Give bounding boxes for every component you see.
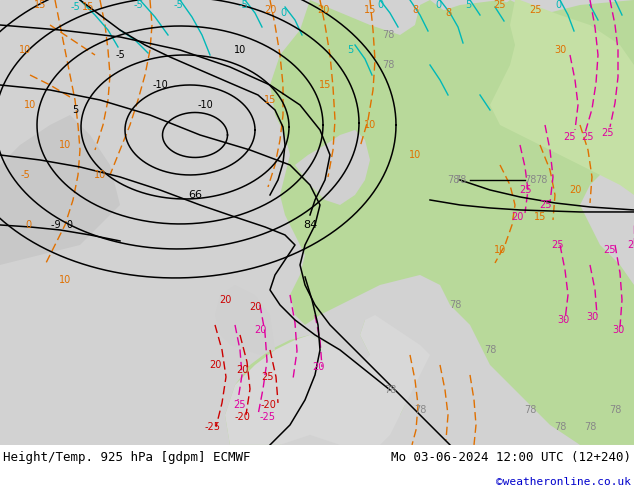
Text: 10: 10 [409, 150, 421, 160]
Text: ©weatheronline.co.uk: ©weatheronline.co.uk [496, 477, 631, 487]
Text: 25: 25 [519, 185, 531, 195]
Text: 20: 20 [219, 295, 231, 305]
Text: 78: 78 [609, 405, 621, 415]
Text: Height/Temp. 925 hPa [gdpm] ECMWF: Height/Temp. 925 hPa [gdpm] ECMWF [3, 451, 250, 464]
Text: 25: 25 [604, 245, 616, 255]
Text: 25: 25 [494, 0, 507, 10]
Text: 78: 78 [448, 175, 460, 185]
Text: 78: 78 [449, 300, 461, 310]
Polygon shape [0, 115, 120, 265]
Text: 15: 15 [264, 95, 276, 105]
Text: -10: -10 [197, 100, 213, 110]
Text: 10: 10 [19, 45, 31, 55]
Text: -9  0: -9 0 [51, 220, 73, 230]
Text: 0: 0 [435, 0, 441, 10]
Text: 78: 78 [382, 60, 394, 70]
Text: 78: 78 [554, 422, 566, 432]
Text: 20: 20 [569, 185, 581, 195]
Text: -20: -20 [234, 412, 250, 422]
Polygon shape [360, 320, 405, 415]
Text: 15: 15 [364, 5, 376, 15]
Text: Mo 03-06-2024 12:00 UTC (12+240): Mo 03-06-2024 12:00 UTC (12+240) [391, 451, 631, 464]
Polygon shape [225, 335, 340, 445]
Polygon shape [490, 0, 634, 195]
Text: -5: -5 [20, 170, 30, 180]
Text: 15: 15 [534, 212, 546, 222]
Text: 10: 10 [59, 275, 71, 285]
Text: 25: 25 [564, 132, 576, 142]
Text: 10: 10 [234, 45, 246, 55]
Text: 25: 25 [234, 400, 246, 410]
Text: 8: 8 [445, 8, 451, 18]
Text: 25: 25 [529, 5, 541, 15]
Text: 78: 78 [382, 30, 394, 40]
Polygon shape [270, 0, 634, 445]
Text: 10: 10 [494, 245, 506, 255]
Text: 20: 20 [236, 365, 248, 375]
Text: 78: 78 [414, 405, 426, 415]
Text: 78: 78 [524, 175, 536, 185]
Text: 15: 15 [82, 2, 94, 12]
Text: 25: 25 [539, 200, 551, 210]
Polygon shape [215, 285, 275, 355]
Text: 20: 20 [254, 325, 266, 335]
Text: -5: -5 [133, 0, 143, 10]
Text: -5: -5 [238, 0, 248, 10]
Text: 20: 20 [312, 362, 324, 372]
Text: 20: 20 [264, 5, 276, 15]
Text: 20: 20 [209, 360, 221, 370]
Text: 66: 66 [188, 190, 202, 200]
Text: 8: 8 [412, 5, 418, 15]
Text: -20: -20 [260, 400, 276, 410]
Text: 78: 78 [384, 385, 396, 395]
Text: 0: 0 [555, 0, 561, 10]
Text: 10: 10 [94, 170, 106, 180]
Text: 25: 25 [628, 240, 634, 250]
Text: 78: 78 [584, 422, 596, 432]
Text: 78: 78 [484, 345, 496, 355]
Text: -5: -5 [115, 50, 125, 60]
Text: 78: 78 [454, 175, 466, 185]
Text: -25: -25 [260, 412, 276, 422]
Text: 78: 78 [524, 405, 536, 415]
Text: 25: 25 [552, 240, 564, 250]
Text: -5: -5 [70, 2, 80, 12]
Text: 20: 20 [511, 212, 523, 222]
Text: -5: -5 [173, 0, 183, 10]
Polygon shape [225, 315, 430, 445]
Text: -25: -25 [205, 422, 221, 432]
Text: 5: 5 [72, 105, 78, 115]
Text: 10: 10 [364, 120, 376, 130]
Text: 25: 25 [582, 132, 594, 142]
Text: 15: 15 [34, 0, 46, 10]
Polygon shape [415, 0, 530, 135]
Text: 20: 20 [249, 302, 261, 312]
Text: 30: 30 [554, 45, 566, 55]
Text: 30: 30 [586, 312, 598, 322]
Text: 5: 5 [465, 0, 471, 10]
Text: 20: 20 [317, 5, 329, 15]
Text: 78: 78 [535, 175, 547, 185]
Polygon shape [295, 130, 370, 205]
Text: 0: 0 [280, 8, 286, 18]
Text: 10: 10 [24, 100, 36, 110]
Text: 84: 84 [303, 220, 317, 230]
Text: 15: 15 [319, 80, 331, 90]
Text: 0: 0 [25, 220, 31, 230]
Text: 0: 0 [377, 0, 383, 10]
Text: 30: 30 [612, 325, 624, 335]
Text: 25: 25 [602, 128, 614, 138]
Text: 10: 10 [59, 140, 71, 150]
Text: -10: -10 [152, 80, 168, 90]
Text: 5: 5 [347, 45, 353, 55]
Text: 25: 25 [262, 372, 275, 382]
Text: 30: 30 [557, 315, 569, 325]
